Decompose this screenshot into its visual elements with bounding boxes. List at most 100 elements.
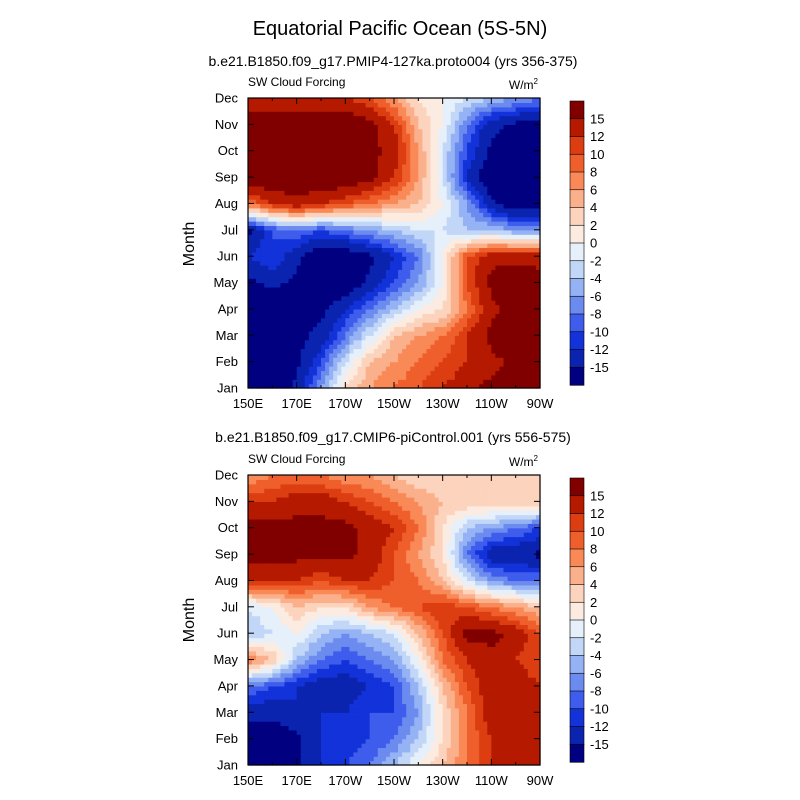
heatmap-cell — [260, 194, 265, 200]
heatmap-cell — [345, 326, 350, 332]
heatmap-cell — [491, 106, 496, 112]
heatmap-cell — [458, 124, 464, 130]
heatmap-cell — [369, 221, 375, 227]
heatmap-cell — [507, 300, 513, 306]
heatmap-cell — [260, 172, 265, 178]
heatmap-cell — [288, 352, 294, 358]
heatmap-cell — [414, 115, 419, 121]
heatmap-cell — [276, 229, 282, 235]
heatmap-cell — [418, 137, 423, 143]
heatmap-cell — [296, 313, 302, 319]
heatmap-cell — [394, 344, 399, 350]
heatmap-cell — [398, 159, 403, 165]
heatmap-cell — [442, 339, 448, 345]
colorbar-swatch — [569, 366, 585, 386]
heatmap-cell — [256, 278, 261, 284]
heatmap-cell — [300, 251, 306, 257]
heatmap-cell — [515, 370, 521, 376]
heatmap-cell — [252, 194, 257, 200]
heatmap-cell — [353, 326, 359, 332]
heatmap-cell — [308, 295, 314, 301]
heatmap-cell — [345, 119, 350, 125]
heatmap-cell — [300, 185, 306, 191]
heatmap-cell — [260, 159, 265, 165]
heatmap-cell — [519, 229, 525, 235]
heatmap-cell — [377, 177, 383, 183]
heatmap-cell — [446, 181, 452, 187]
y-tick-label: Jul — [221, 222, 238, 237]
heatmap-cell — [515, 260, 521, 266]
heatmap-cell — [357, 155, 363, 161]
heatmap-cell — [495, 339, 501, 345]
heatmap-cell — [276, 212, 282, 218]
heatmap-cell — [418, 370, 423, 376]
heatmap-cell — [361, 282, 367, 288]
heatmap-cell — [398, 177, 403, 183]
heatmap-cell — [280, 379, 286, 385]
heatmap-cell — [256, 212, 261, 218]
heatmap-cell — [312, 243, 318, 248]
heatmap-cell — [487, 326, 492, 332]
heatmap-cell — [487, 313, 492, 319]
heatmap-cell — [487, 207, 492, 213]
heatmap-cell — [337, 172, 342, 178]
heatmap-cell — [458, 760, 464, 766]
heatmap-cell — [406, 348, 411, 354]
heatmap-cell — [491, 207, 496, 213]
heatmap-cell — [398, 106, 403, 112]
heatmap-cell — [312, 256, 318, 262]
heatmap-cell — [300, 128, 306, 134]
heatmap-cell — [467, 756, 472, 762]
heatmap-cell — [499, 260, 505, 266]
heatmap-cell — [260, 760, 265, 766]
heatmap-cell — [499, 317, 505, 323]
heatmap-cell — [381, 361, 387, 367]
heatmap-cell — [499, 111, 505, 117]
heatmap-cell — [252, 229, 257, 235]
heatmap-cell — [398, 344, 403, 350]
heatmap-cell — [414, 229, 419, 235]
heatmap-cell — [308, 159, 314, 165]
heatmap-cell — [369, 264, 375, 270]
heatmap-cell — [288, 278, 294, 284]
heatmap-cell — [321, 102, 326, 108]
heatmap-cell — [256, 124, 261, 130]
heatmap-cell — [333, 212, 338, 218]
heatmap-cell — [442, 141, 448, 147]
heatmap-cell — [365, 264, 371, 270]
heatmap-cell — [471, 225, 476, 231]
heatmap-cell — [288, 128, 294, 134]
heatmap-cell — [426, 203, 432, 209]
heatmap-cell — [300, 269, 306, 275]
heatmap-cell — [418, 155, 423, 161]
heatmap-cell — [507, 124, 513, 130]
heatmap-cell — [418, 102, 423, 108]
heatmap-cell — [353, 199, 359, 205]
heatmap-cell — [491, 225, 496, 231]
heatmap-cell — [475, 199, 480, 205]
heatmap-cell — [491, 286, 496, 292]
heatmap-cell — [442, 124, 448, 130]
heatmap-cell — [369, 295, 375, 301]
heatmap-cell — [531, 317, 537, 323]
heatmap-cell — [292, 251, 298, 257]
heatmap-cell — [264, 760, 269, 766]
heatmap-cell — [450, 133, 456, 139]
heatmap-cell — [402, 124, 407, 130]
heatmap-cell — [507, 352, 513, 358]
heatmap-cell — [300, 155, 306, 161]
heatmap-cell — [284, 348, 290, 354]
heatmap-cell — [300, 352, 306, 358]
heatmap-cell — [527, 295, 533, 301]
heatmap-cell — [418, 229, 423, 235]
heatmap-cell — [406, 295, 411, 301]
heatmap-cell — [316, 106, 322, 112]
heatmap-cell — [531, 374, 537, 380]
heatmap-cell — [284, 98, 290, 103]
heatmap-cell — [333, 286, 338, 292]
x-tick-label: 90W — [527, 396, 554, 411]
heatmap-cell — [300, 383, 306, 389]
heatmap-cell — [276, 756, 282, 762]
heatmap-cell — [321, 760, 326, 766]
